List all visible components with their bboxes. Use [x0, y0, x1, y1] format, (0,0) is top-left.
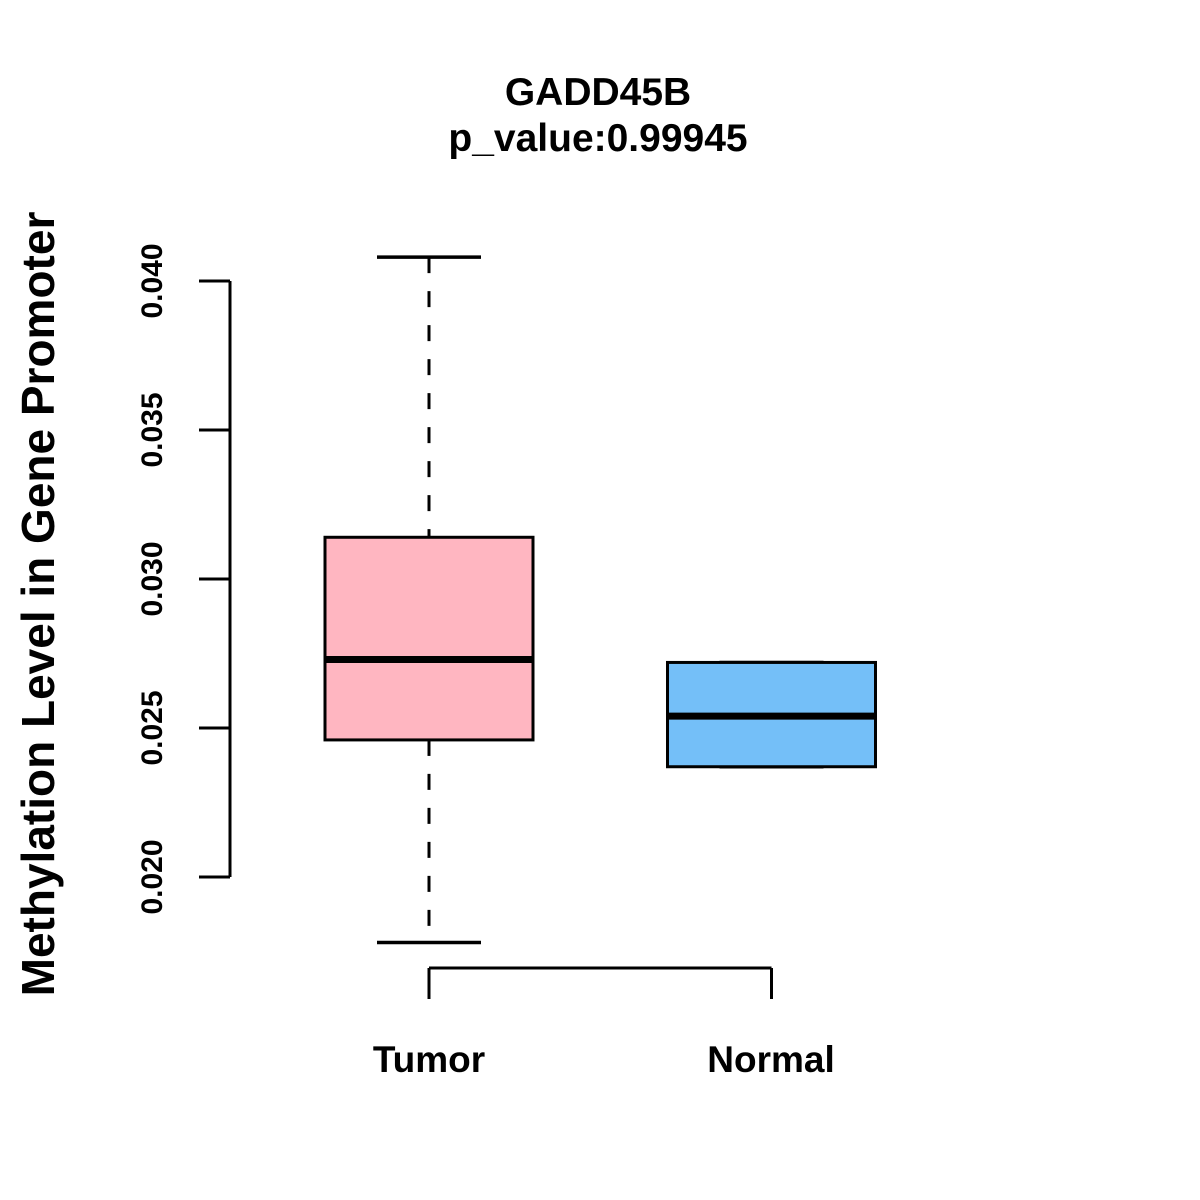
chart-title: GADD45B [504, 71, 692, 114]
x-category-label-tumor: Tumor [372, 1039, 486, 1080]
y-tick-label: 0.030 [136, 541, 169, 616]
x-category-label-normal: Normal [707, 1039, 835, 1080]
y-tick-label: 0.025 [136, 690, 169, 765]
y-tick-label: 0.035 [136, 392, 169, 467]
tumor-box [323, 535, 535, 742]
y-axis-label: Methylation Level in Gene Promoter [12, 211, 64, 997]
y-tick-label: 0.020 [136, 839, 169, 914]
chart-subtitle-pvalue: p_value:0.99945 [448, 117, 748, 160]
y-tick-label: 0.040 [136, 243, 169, 318]
